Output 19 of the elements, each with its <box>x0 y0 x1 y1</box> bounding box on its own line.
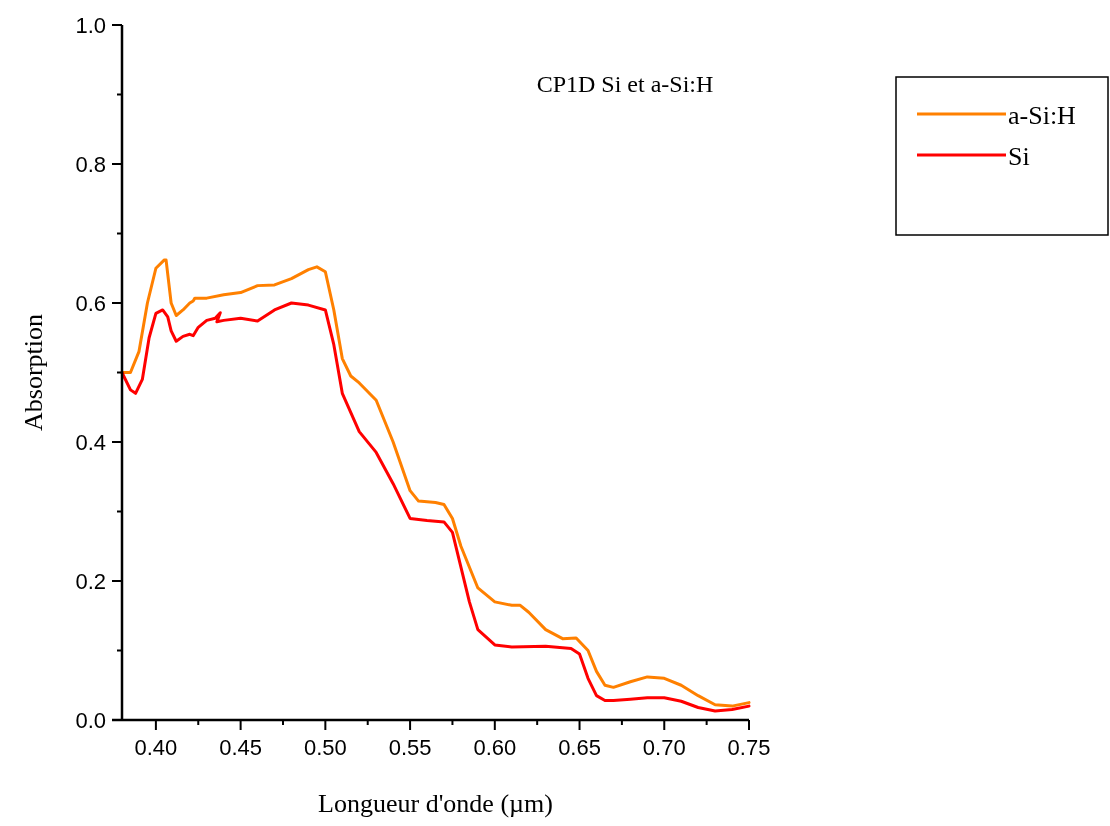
x-tick-label: 0.55 <box>388 735 432 760</box>
text: CP1D Si et a-Si:H <box>536 71 714 97</box>
y-tick-label: 0.8 <box>75 152 106 177</box>
x-axis-title: Longueur d'onde (µm) <box>318 789 553 818</box>
x-tick-label: 0.70 <box>642 735 686 760</box>
y-tick-label: 0.0 <box>75 708 106 733</box>
x-tick-label: 0.50 <box>303 735 347 760</box>
x-tick-label: 0.40 <box>134 735 178 760</box>
x-tick-label: 0.75 <box>727 735 771 760</box>
y-tick-label: 0.2 <box>75 569 106 594</box>
y-axis-title: Absorption <box>19 314 48 431</box>
x-tick-label: 0.45 <box>219 735 263 760</box>
legend-label: Si <box>1008 142 1030 171</box>
y-tick-label: 1.0 <box>75 13 106 38</box>
x-tick-label: 0.65 <box>558 735 601 760</box>
y-tick-label: 0.4 <box>75 430 106 455</box>
y-tick-label: 0.6 <box>75 291 106 316</box>
legend-label: a-Si:H <box>1008 101 1077 130</box>
x-tick-label: 0.60 <box>473 735 517 760</box>
